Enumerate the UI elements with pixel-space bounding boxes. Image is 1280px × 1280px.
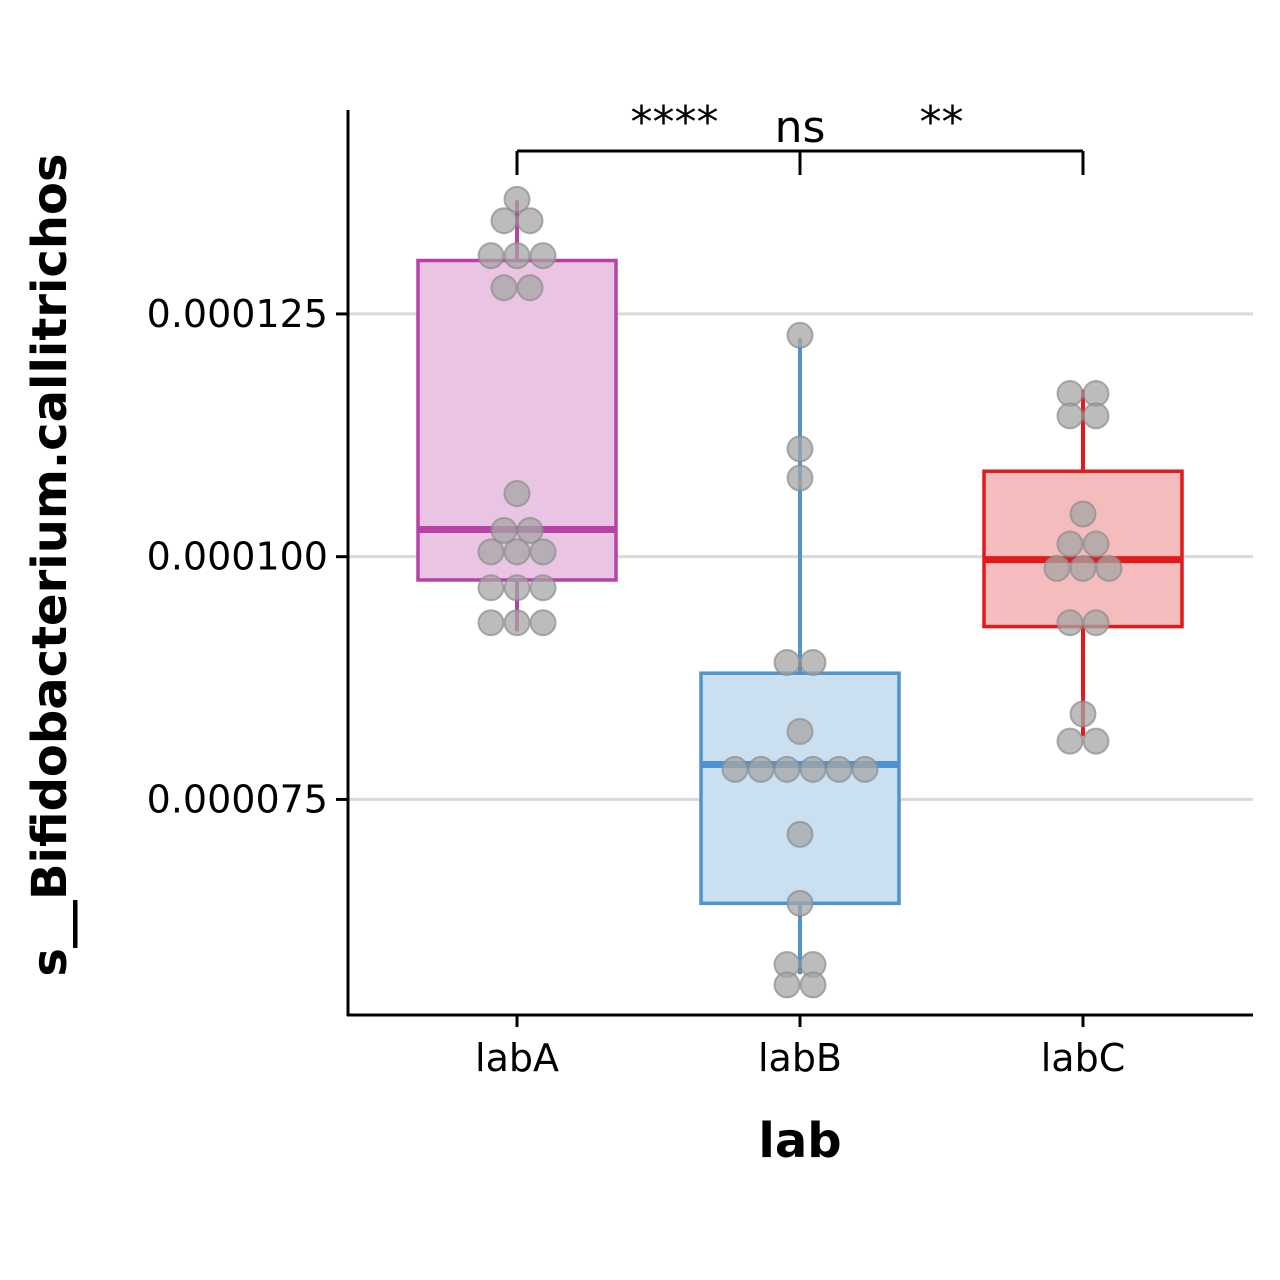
data-point xyxy=(1082,727,1110,755)
data-point xyxy=(1095,554,1123,582)
data-point xyxy=(786,889,814,917)
data-point xyxy=(490,274,518,302)
data-point xyxy=(786,321,814,349)
data-point xyxy=(799,971,827,999)
data-point xyxy=(1069,500,1097,528)
data-point xyxy=(516,516,544,544)
axes: 0.000075 0.000100 0.000125 labA labB labC xyxy=(147,110,1253,1080)
data-point xyxy=(503,538,531,566)
data-point xyxy=(1082,402,1110,430)
data-point xyxy=(1056,609,1084,637)
box-labC xyxy=(982,469,1184,629)
x-axis-title: lab xyxy=(758,1113,841,1169)
data-point xyxy=(503,609,531,637)
data-point xyxy=(529,574,557,602)
x-tick-label: labA xyxy=(475,1036,559,1080)
data-point xyxy=(503,480,531,508)
data-point xyxy=(529,609,557,637)
significance-label: ** xyxy=(920,97,964,148)
data-point xyxy=(773,649,801,677)
data-point xyxy=(1082,609,1110,637)
data-points xyxy=(477,185,1123,999)
data-point xyxy=(773,755,801,783)
data-point xyxy=(721,755,749,783)
data-point xyxy=(477,609,505,637)
x-tick-label: labB xyxy=(758,1036,842,1080)
data-point xyxy=(1056,380,1084,408)
data-point xyxy=(786,820,814,848)
data-point xyxy=(1069,700,1097,728)
significance-brackets: **** ns ** xyxy=(515,97,1085,175)
data-point xyxy=(1069,554,1097,582)
x-tick-label: labC xyxy=(1041,1036,1126,1080)
data-point xyxy=(1056,530,1084,558)
data-point xyxy=(825,755,853,783)
data-point xyxy=(516,274,544,302)
data-point xyxy=(503,574,531,602)
data-point xyxy=(503,242,531,270)
y-tick-label: 0.000100 xyxy=(147,535,328,579)
box-labB xyxy=(699,671,901,906)
data-point xyxy=(529,538,557,566)
data-point xyxy=(786,717,814,745)
data-point xyxy=(529,242,557,270)
significance-label: **** xyxy=(631,97,719,148)
data-point xyxy=(799,649,827,677)
data-point xyxy=(799,755,827,783)
y-tick-label: 0.000075 xyxy=(147,777,328,821)
data-point xyxy=(1082,380,1110,408)
data-point xyxy=(1056,727,1084,755)
boxes xyxy=(416,200,1184,975)
data-point xyxy=(786,435,814,463)
y-axis-title: s__Bifidobacterium.callitrichos xyxy=(22,153,78,976)
data-point xyxy=(773,971,801,999)
data-point xyxy=(1043,554,1071,582)
data-point xyxy=(477,574,505,602)
data-point xyxy=(516,207,544,235)
data-point xyxy=(490,207,518,235)
significance-label: ns xyxy=(775,102,826,153)
data-point xyxy=(786,464,814,492)
data-point xyxy=(851,755,879,783)
data-point xyxy=(1056,402,1084,430)
data-point xyxy=(1082,530,1110,558)
data-point xyxy=(747,755,775,783)
data-point xyxy=(477,538,505,566)
data-point xyxy=(477,242,505,270)
y-tick-label: 0.000125 xyxy=(147,292,328,336)
data-point xyxy=(503,185,531,213)
